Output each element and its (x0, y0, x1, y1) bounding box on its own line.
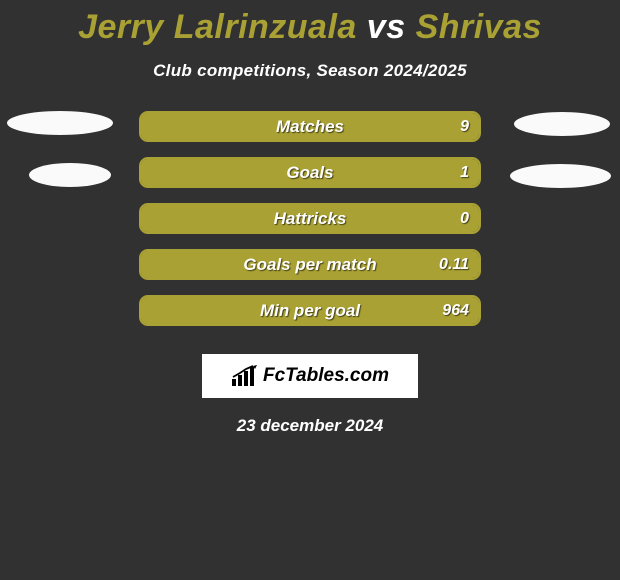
stats-area: Matches 9 Goals 1 Hattricks 0 Goals (0, 111, 620, 326)
stat-row-min-per-goal: Min per goal 964 (139, 295, 481, 326)
vs-label: vs (367, 8, 406, 46)
decorative-ellipse (7, 111, 113, 135)
stat-row-goals: Goals 1 (139, 157, 481, 188)
bar-chart-growth-icon (231, 365, 259, 387)
stat-bars: Matches 9 Goals 1 Hattricks 0 Goals (139, 111, 481, 326)
decorative-ellipse (29, 163, 111, 187)
stat-value: 0 (460, 210, 469, 228)
stat-label: Matches (276, 117, 344, 137)
stat-row-matches: Matches 9 (139, 111, 481, 142)
decorative-ellipse (514, 112, 610, 136)
stat-label: Hattricks (274, 209, 347, 229)
stat-label: Goals (286, 163, 333, 183)
date-text: 23 december 2024 (0, 416, 620, 436)
brand-name: FcTables.com (263, 365, 389, 387)
stat-label: Min per goal (260, 301, 360, 321)
stat-label: Goals per match (243, 255, 376, 275)
stat-value: 1 (460, 164, 469, 182)
player2-name: Shrivas (416, 8, 542, 46)
stat-value: 9 (460, 118, 469, 136)
decorative-ellipse (510, 164, 611, 188)
stat-row-goals-per-match: Goals per match 0.11 (139, 249, 481, 280)
player1-name: Jerry Lalrinzuala (78, 8, 357, 46)
subtitle: Club competitions, Season 2024/2025 (0, 61, 620, 81)
brand-box: FcTables.com (202, 354, 418, 398)
stat-value: 964 (442, 302, 469, 320)
stat-row-hattricks: Hattricks 0 (139, 203, 481, 234)
page-title: Jerry Lalrinzuala vs Shrivas (0, 0, 620, 47)
stat-value: 0.11 (439, 256, 469, 274)
comparison-card: Jerry Lalrinzuala vs Shrivas Club compet… (0, 0, 620, 436)
